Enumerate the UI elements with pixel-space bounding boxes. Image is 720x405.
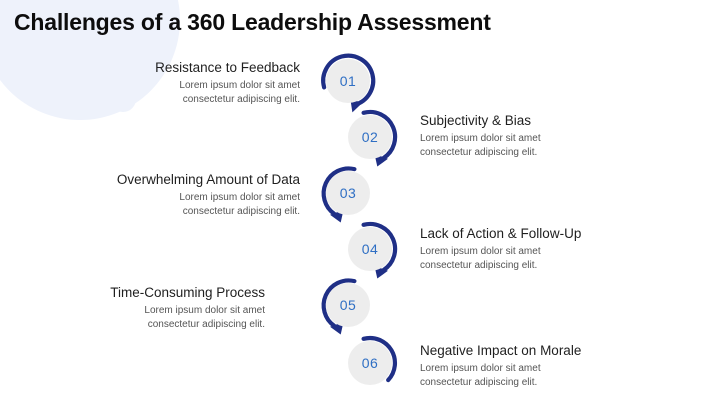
- step-text-1: Resistance to Feedback Lorem ipsum dolor…: [70, 59, 300, 106]
- step-number: 06: [361, 355, 379, 371]
- step-circle: 02: [348, 115, 392, 159]
- decorative-circle-small: [110, 86, 136, 112]
- step-heading: Resistance to Feedback: [155, 60, 300, 75]
- step-number: 01: [339, 73, 357, 89]
- step-heading: Lack of Action & Follow-Up: [420, 226, 582, 241]
- step-circle: 06: [348, 341, 392, 385]
- step-marker-3: 03: [318, 163, 378, 223]
- step-number: 02: [361, 129, 379, 145]
- step-text-3: Overwhelming Amount of Data Lorem ipsum …: [70, 171, 300, 218]
- step-circle: 03: [326, 171, 370, 215]
- step-heading: Overwhelming Amount of Data: [116, 172, 300, 187]
- step-text-5: Time-Consuming Process Lorem ipsum dolor…: [35, 284, 265, 331]
- step-description: Lorem ipsum dolor sit amet consectetur a…: [144, 305, 265, 330]
- step-marker-2: 02: [340, 107, 400, 167]
- step-description: Lorem ipsum dolor sit amet consectetur a…: [179, 80, 300, 105]
- step-description: Lorem ipsum dolor sit amet consectetur a…: [420, 246, 541, 271]
- step-heading: Time-Consuming Process: [110, 285, 265, 300]
- step-description: Lorem ipsum dolor sit amet consectetur a…: [420, 363, 541, 388]
- step-marker-6: 06: [340, 333, 400, 393]
- step-text-6: Negative Impact on Morale Lorem ipsum do…: [420, 342, 650, 389]
- step-number: 03: [339, 185, 357, 201]
- step-marker-4: 04: [340, 219, 400, 279]
- step-text-4: Lack of Action & Follow-Up Lorem ipsum d…: [420, 225, 650, 272]
- step-description: Lorem ipsum dolor sit amet consectetur a…: [420, 133, 541, 158]
- step-marker-1: 01: [318, 51, 378, 113]
- step-number: 04: [361, 241, 379, 257]
- step-circle: 01: [326, 59, 370, 103]
- page-title: Challenges of a 360 Leadership Assessmen…: [14, 9, 491, 35]
- arrow-arc-icon: [361, 335, 398, 383]
- step-description: Lorem ipsum dolor sit amet consectetur a…: [179, 192, 300, 217]
- step-text-2: Subjectivity & Bias Lorem ipsum dolor si…: [420, 112, 650, 159]
- step-heading: Negative Impact on Morale: [420, 343, 582, 358]
- step-circle: 04: [348, 227, 392, 271]
- step-circle: 05: [326, 283, 370, 327]
- step-number: 05: [339, 297, 357, 313]
- step-marker-5: 05: [318, 275, 378, 335]
- step-heading: Subjectivity & Bias: [420, 113, 532, 128]
